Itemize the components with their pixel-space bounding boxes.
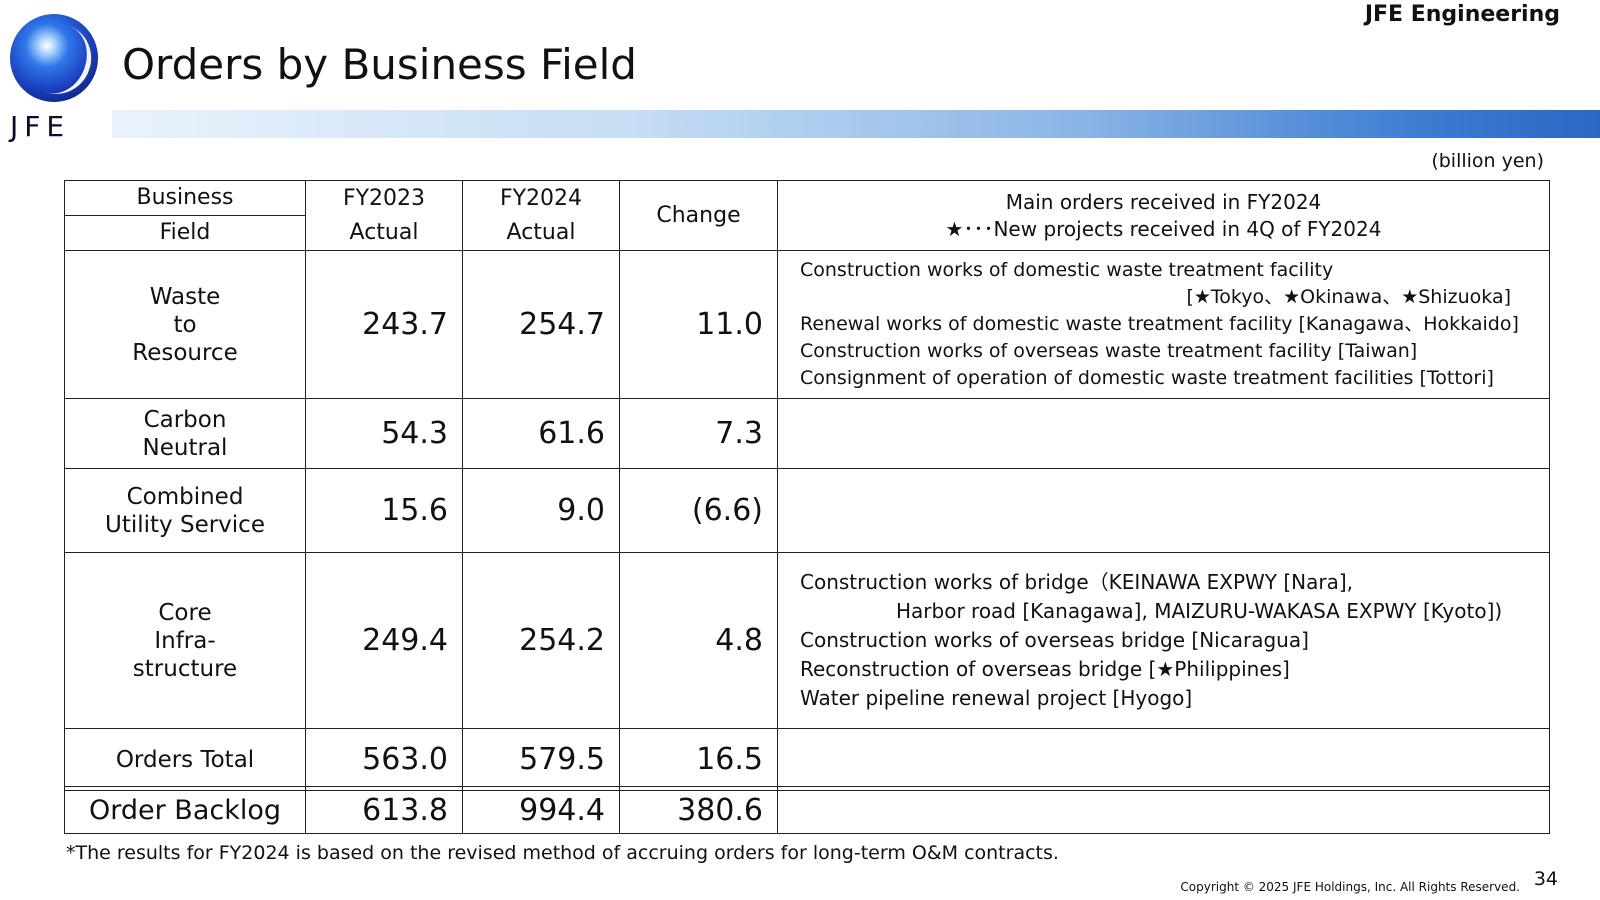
header-fy2024-top: FY2024 [499,185,583,211]
table-row: Waste to Resource 243.7 254.7 11.0 Const… [64,250,1550,399]
field-line: Waste [149,283,221,310]
header-fy2024: FY2024 Actual [462,180,620,251]
field-line: Resource [132,339,238,366]
header-main-orders: Main orders received in FY2024 ★･･･New p… [777,180,1550,251]
main-orders-notes [777,398,1550,469]
fy2023-value: 563.0 [305,728,463,791]
note-line: Construction works of overseas waste tre… [800,340,1418,362]
header-main-line1: Main orders received in FY2024 [1005,189,1322,214]
header-field-top: Business [65,181,305,216]
field-line: Combined [126,483,244,510]
note-line: Reconstruction of overseas bridge [★Phil… [800,657,1290,681]
header-main-line2: ★･･･New projects received in 4Q of FY202… [945,216,1382,241]
order-backlog-label: Order Backlog [64,786,306,834]
note-line: Construction works of domestic waste tre… [800,259,1334,281]
change-backlog-value: 380.6 [619,786,778,834]
field-line: Utility Service [105,511,265,538]
fy2023-value: 243.7 [305,250,463,399]
header-row: Business Field FY2023 Actual FY2024 Actu… [64,180,1550,251]
change-value: (6.6) [619,468,778,553]
fy2023-value: 249.4 [305,552,463,729]
field-line: Neutral [142,434,228,461]
header-fy2023: FY2023 Actual [305,180,463,251]
title-gradient-band [112,110,1600,138]
field-carbon-neutral: Carbon Neutral [64,398,306,469]
header-fy2023-top: FY2023 [342,185,426,211]
company-name: JFE Engineering [1364,2,1560,27]
field-line: Infra- [154,627,216,654]
orders-table: Business Field FY2023 Actual FY2024 Actu… [64,180,1550,791]
note-line: Consignment of operation of domestic was… [800,367,1494,389]
page-number: 34 [1533,868,1558,890]
field-waste-to-resource: Waste to Resource [64,250,306,399]
main-orders-notes [777,468,1550,553]
order-backlog-table: Order Backlog 613.8 994.4 380.6 [64,786,1550,834]
field-line: Core [158,599,212,626]
change-value: 16.5 [619,728,778,791]
note-line: Construction works of overseas bridge [N… [800,628,1309,652]
backlog-notes [777,786,1550,834]
fy2023-backlog-value: 613.8 [305,786,463,834]
main-orders-notes [777,728,1550,791]
fy2024-value: 9.0 [462,468,620,553]
field-orders-total: Orders Total [64,728,306,791]
note-line: Construction works of bridge（KEINAWA EXP… [800,570,1354,594]
fy2023-value: 54.3 [305,398,463,469]
table-row-total: Orders Total 563.0 579.5 16.5 [64,728,1550,791]
fy2024-value: 254.7 [462,250,620,399]
logo-text: JFE [10,110,71,143]
globe-logo-icon [10,14,98,102]
note-line: Water pipeline renewal project [Hyogo] [800,686,1193,710]
header-business-field: Business Field [64,180,306,251]
fy2024-value: 254.2 [462,552,620,729]
header-change: Change [619,180,778,251]
change-value: 4.8 [619,552,778,729]
field-line: structure [132,655,238,682]
header-field-bottom: Field [159,220,211,245]
header-fy2024-bottom: Actual [506,219,576,245]
note-line: Harbor road [Kanagawa], MAIZURU-WAKASA E… [896,599,1503,623]
fy2024-backlog-value: 994.4 [462,786,620,834]
field-core-infrastructure: Core Infra- structure [64,552,306,729]
table-row: Carbon Neutral 54.3 61.6 7.3 [64,398,1550,469]
header-fy2023-bottom: Actual [349,219,419,245]
page-title: Orders by Business Field [122,40,637,89]
change-value: 11.0 [619,250,778,399]
fy2023-value: 15.6 [305,468,463,553]
copyright: Copyright © 2025 JFE Holdings, Inc. All … [1180,880,1520,894]
fy2024-value: 61.6 [462,398,620,469]
fy2024-value: 579.5 [462,728,620,791]
table-row: Combined Utility Service 15.6 9.0 (6.6) [64,468,1550,553]
field-line: Carbon [143,406,227,433]
table-row: Core Infra- structure 249.4 254.2 4.8 Co… [64,552,1550,729]
unit-label: (billion yen) [1431,150,1544,172]
field-line: to [173,311,197,338]
main-orders-notes: Construction works of domestic waste tre… [777,250,1550,399]
main-orders-notes: Construction works of bridge（KEINAWA EXP… [777,552,1550,729]
jfe-logo: JFE [10,14,102,143]
table-row-backlog: Order Backlog 613.8 994.4 380.6 [64,786,1550,834]
change-value: 7.3 [619,398,778,469]
note-line: Renewal works of domestic waste treatmen… [800,313,1519,335]
note-line: [★Tokyo、★Okinawa、★Shizuoka] [1186,286,1511,308]
footnote: *The results for FY2024 is based on the … [66,842,1059,864]
field-combined-utility-service: Combined Utility Service [64,468,306,553]
